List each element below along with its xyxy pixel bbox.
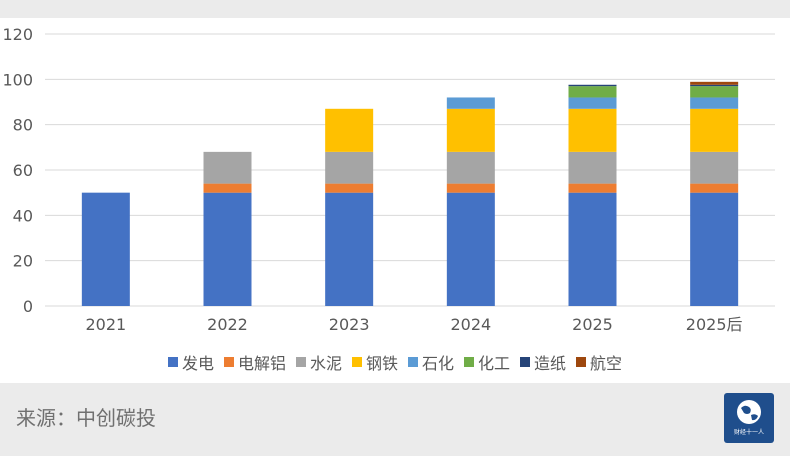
legend-swatch	[464, 357, 474, 367]
bar-segment	[446, 192, 495, 306]
stacked-bar-chart: 0 20 40 60 80 100 120 2021 2022 2023 2024 2025 2025后…	[2, 25, 775, 373]
legend-label: 发电	[182, 354, 214, 373]
legend-swatch	[296, 357, 306, 367]
legend-label: 航空	[590, 354, 622, 373]
y-tick-label: 0	[23, 297, 33, 316]
bar-segment	[568, 192, 617, 306]
bar-segment	[203, 192, 252, 306]
y-tick-label: 120	[2, 25, 33, 44]
bar-segment	[568, 97, 617, 109]
legend-label: 造纸	[534, 354, 566, 373]
chart-panel: 0 20 40 60 80 100 120 2021 2022 2023 2024 2025 2025后…	[0, 18, 790, 383]
bar-segment	[568, 86, 617, 98]
y-tick-label: 100	[2, 70, 33, 89]
bar-segment	[690, 192, 739, 306]
bar-segment	[690, 86, 739, 98]
bar-segment	[81, 192, 130, 306]
brand-logo: 财经十一人	[724, 393, 774, 443]
y-tick-label: 20	[13, 252, 33, 271]
bar-segment	[446, 108, 495, 152]
legend-swatch	[520, 357, 530, 367]
y-tick-label: 80	[13, 116, 33, 135]
bar-segment	[203, 183, 252, 193]
bar-segment	[568, 108, 617, 152]
bar-segment	[690, 183, 739, 193]
legend-label: 钢铁	[366, 354, 398, 373]
y-tick-label: 40	[13, 206, 33, 225]
bar-segment	[690, 151, 739, 184]
bar-segment	[446, 97, 495, 109]
legend-label: 石化	[422, 354, 454, 373]
x-tick-label: 2025	[572, 315, 613, 334]
legend-swatch	[168, 357, 178, 367]
bar-segment	[690, 97, 739, 109]
bar-segment	[446, 183, 495, 193]
legend-swatch	[408, 357, 418, 367]
bar-segment	[325, 108, 374, 152]
bar-segment	[568, 151, 617, 184]
logo-text: 财经十一人	[733, 429, 764, 436]
bar-segment	[690, 84, 739, 87]
bar-segment	[325, 192, 374, 306]
bar-segment	[568, 183, 617, 193]
x-tick-label: 2025后	[686, 315, 743, 334]
bar-segment	[568, 84, 617, 87]
legend-label: 电解铝	[238, 354, 286, 373]
x-tick-label: 2023	[329, 315, 370, 334]
legend-label: 水泥	[310, 354, 342, 373]
y-tick-label: 60	[13, 161, 33, 180]
source-caption: 来源：中创碳投	[16, 406, 156, 430]
x-tick-label: 2022	[207, 315, 248, 334]
bar-segment	[325, 151, 374, 184]
x-tick-label: 2021	[85, 315, 126, 334]
bar-segment	[446, 151, 495, 184]
bar-segment	[690, 108, 739, 152]
bar-segment	[690, 81, 739, 85]
globe-icon	[737, 400, 761, 424]
bar-segment	[325, 183, 374, 193]
bar-segment	[203, 151, 252, 184]
x-tick-label: 2024	[450, 315, 491, 334]
legend-swatch	[576, 357, 586, 367]
legend-swatch	[352, 357, 362, 367]
legend-label: 化工	[478, 354, 510, 373]
legend-swatch	[224, 357, 234, 367]
